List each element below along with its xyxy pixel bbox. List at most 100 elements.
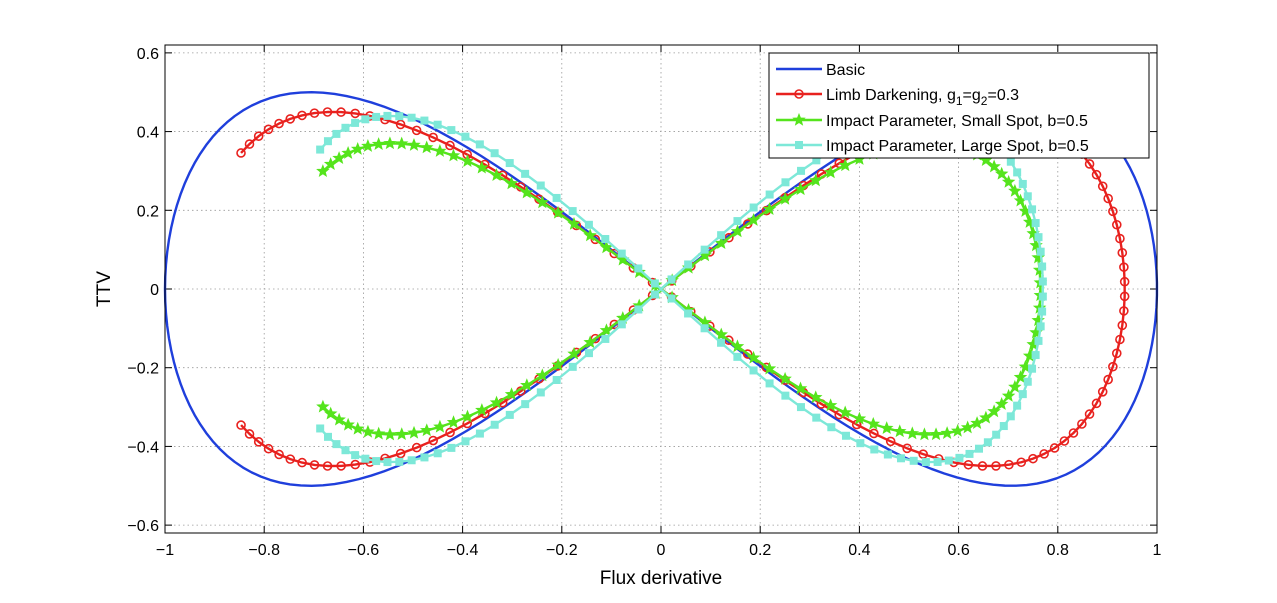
data-point [1018, 179, 1027, 188]
data-point [1103, 193, 1113, 204]
data-point [583, 228, 597, 242]
x-tick-label: −0.8 [248, 542, 280, 559]
data-point [917, 427, 932, 441]
data-point [263, 443, 274, 454]
data-point [714, 236, 729, 250]
data-point [371, 426, 386, 440]
data-point [650, 290, 659, 299]
y-tick-label: 0.4 [137, 125, 159, 142]
data-point [1031, 218, 1040, 227]
data-point [1103, 374, 1113, 385]
data-point [420, 453, 429, 462]
y-tick-label: −0.6 [127, 518, 159, 535]
data-point [568, 207, 577, 216]
data-point [940, 426, 954, 439]
data-point [504, 176, 519, 190]
data-point [253, 437, 264, 447]
data-point [933, 457, 942, 466]
data-point [552, 375, 561, 384]
data-point [433, 419, 447, 433]
x-tick-label: −0.6 [348, 542, 380, 559]
data-point [1001, 388, 1016, 402]
legend-label: Basic [826, 62, 865, 79]
data-point [827, 423, 836, 432]
data-point [244, 139, 255, 149]
data-point [428, 435, 438, 446]
data-point [536, 388, 545, 397]
data-point [323, 157, 338, 170]
data-point [475, 160, 489, 174]
data-point [838, 158, 853, 172]
data-point [601, 334, 610, 343]
data-point [420, 116, 429, 125]
data-point [1008, 379, 1022, 393]
data-point [433, 449, 442, 458]
data-point [309, 108, 320, 118]
data-point [929, 427, 943, 441]
data-point [350, 108, 360, 119]
data-point [445, 427, 455, 438]
data-point [856, 439, 865, 448]
data-point [1119, 276, 1130, 287]
data-point [395, 119, 406, 130]
data-point [489, 395, 504, 409]
data-point [341, 123, 350, 132]
data-point [634, 305, 643, 314]
data-point [1059, 436, 1070, 446]
data-point [902, 443, 912, 454]
data-point [1034, 336, 1043, 345]
data-point [955, 453, 964, 462]
x-tick-label: 0.8 [1047, 542, 1069, 559]
data-point [351, 421, 365, 435]
data-point [361, 139, 375, 152]
data-point [1115, 334, 1125, 345]
data-point [921, 458, 930, 467]
data-point [869, 428, 879, 439]
legend-box [768, 52, 1150, 159]
data-point [650, 279, 659, 288]
data-point [892, 424, 907, 438]
data-point [407, 425, 421, 439]
data-point [944, 456, 953, 465]
data-point [730, 224, 745, 238]
data-point [461, 437, 470, 446]
data-point [332, 412, 346, 426]
data-point [1013, 401, 1022, 410]
data-point [746, 212, 761, 226]
data-point [905, 426, 920, 440]
data-point [505, 410, 514, 419]
data-point [823, 165, 838, 179]
data-point [987, 159, 1001, 173]
data-point [460, 409, 475, 423]
data-point [447, 443, 456, 452]
data-point [446, 148, 461, 162]
legend-entry-4: Impact Parameter, Large Spot, b=0.5 [776, 138, 1089, 155]
y-tick-label: 0.6 [137, 46, 159, 63]
data-point [1077, 419, 1087, 429]
data-point [316, 145, 325, 154]
data-point [960, 420, 975, 434]
data-point [1119, 291, 1130, 302]
data-point [535, 195, 550, 209]
data-point [977, 461, 988, 471]
data-point [765, 379, 774, 388]
data-point [244, 429, 255, 439]
data-point [963, 459, 974, 470]
data-point [395, 448, 406, 459]
data-point [730, 339, 745, 353]
data-point [749, 203, 758, 212]
data-point [781, 391, 790, 400]
data-point [350, 459, 361, 470]
data-point [505, 159, 514, 168]
data-point [1023, 192, 1032, 201]
data-point [323, 432, 332, 441]
data-point [1004, 459, 1014, 470]
data-point [551, 357, 565, 371]
data-point [297, 457, 307, 468]
data-point [870, 445, 879, 454]
data-point [475, 403, 489, 416]
data-point [879, 421, 894, 434]
data-point [489, 168, 504, 181]
plot-frame [164, 44, 1158, 534]
